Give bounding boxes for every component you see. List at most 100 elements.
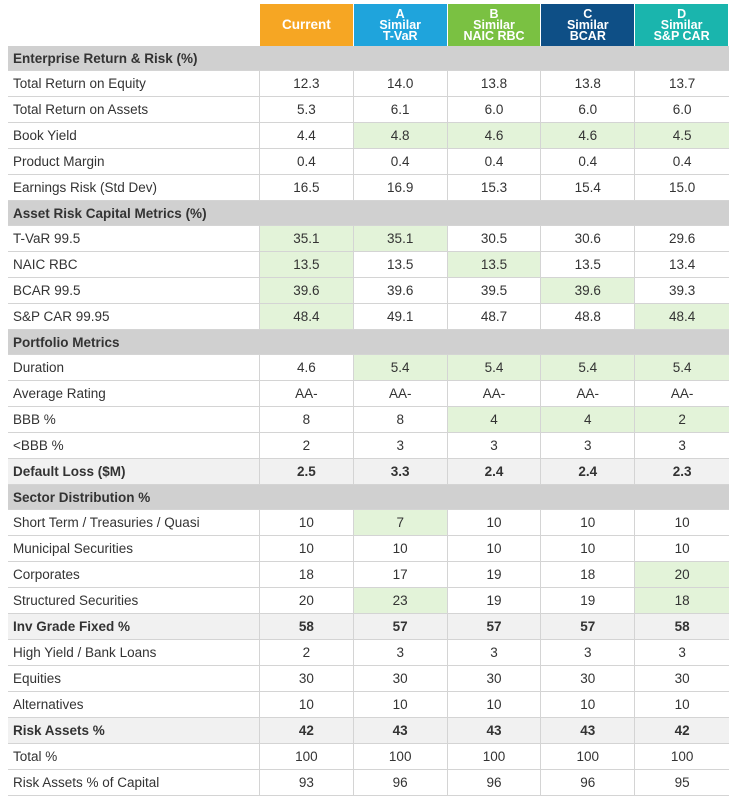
value-cell: 10 — [447, 510, 542, 536]
column-title: T-VaR — [382, 28, 418, 43]
value-cell: 10 — [541, 510, 636, 536]
row-label: Short Term / Treasuries / Quasi — [8, 510, 260, 536]
value-cell: 3 — [447, 640, 542, 666]
value-cell: 57 — [447, 614, 542, 640]
row-label: Average Rating — [8, 381, 260, 407]
value-cell: 19 — [541, 588, 636, 614]
value-cell: 20 — [260, 588, 354, 614]
row-label: Book Yield — [8, 123, 260, 149]
value-cell: 4.6 — [541, 123, 636, 149]
row-label: <BBB % — [8, 433, 260, 459]
row-label: Total Return on Equity — [8, 71, 260, 97]
value-cell: 3 — [635, 640, 729, 666]
value-cell: 10 — [447, 536, 542, 562]
value-cell: 43 — [353, 718, 448, 744]
value-cell: 13.5 — [260, 252, 354, 278]
column-title: BCAR — [569, 28, 606, 43]
value-cell: AA- — [260, 381, 354, 407]
value-cell: 30 — [353, 666, 448, 692]
value-cell: 14.0 — [353, 71, 448, 97]
section-title: Asset Risk Capital Metrics (%) — [8, 201, 729, 226]
row-label: Total Return on Assets — [8, 97, 260, 123]
value-cell: 30 — [635, 666, 729, 692]
column-subtitle: Similar — [566, 17, 609, 32]
value-cell: 0.4 — [447, 149, 542, 175]
value-cell: 58 — [260, 614, 354, 640]
value-cell: 2 — [260, 640, 354, 666]
table-row: Average Rating AA- AA- AA- AA- AA- — [8, 381, 729, 407]
value-cell: 3 — [541, 433, 636, 459]
value-cell: 0.4 — [541, 149, 636, 175]
value-cell: 35.1 — [353, 226, 448, 252]
table-row: Book Yield 4.4 4.8 4.6 4.6 4.5 — [8, 123, 729, 149]
section-title: Sector Distribution % — [8, 485, 729, 510]
row-label: Municipal Securities — [8, 536, 260, 562]
row-label: Alternatives — [8, 692, 260, 718]
table-row: Equities 30 30 30 30 30 — [8, 666, 729, 692]
row-label: S&P CAR 99.95 — [8, 304, 260, 330]
table-row: Duration 4.6 5.4 5.4 5.4 5.4 — [8, 355, 729, 381]
value-cell: 2 — [260, 433, 354, 459]
value-cell: 0.4 — [260, 149, 354, 175]
value-cell: 48.7 — [447, 304, 542, 330]
table-row: S&P CAR 99.95 48.4 49.1 48.7 48.8 48.4 — [8, 304, 729, 330]
value-cell: 42 — [635, 718, 729, 744]
column-subtitle: Similar — [660, 17, 703, 32]
value-cell: AA- — [447, 381, 542, 407]
value-cell: AA- — [635, 381, 729, 407]
value-cell: 20 — [635, 562, 729, 588]
column-header-c: C Similar BCAR — [541, 4, 636, 46]
row-label: Equities — [8, 666, 260, 692]
table-row: Earnings Risk (Std Dev) 16.5 16.9 15.3 15.4 1… — [8, 175, 729, 201]
table-row: T-VaR 99.5 35.1 35.1 30.5 30.6 29.6 — [8, 226, 729, 252]
value-cell: 57 — [353, 614, 448, 640]
value-cell: 17 — [353, 562, 448, 588]
portfolio-comparison-table: Current A Similar T-VaR B Similar NAIC RBC C Sim… — [8, 4, 729, 796]
table-row: Corporates 18 17 19 18 20 — [8, 562, 729, 588]
header-blank-cell — [8, 4, 260, 46]
value-cell: 3 — [447, 433, 542, 459]
value-cell: 6.1 — [353, 97, 448, 123]
value-cell: 10 — [635, 510, 729, 536]
value-cell: 16.5 — [260, 175, 354, 201]
value-cell: 43 — [541, 718, 636, 744]
value-cell: 30.6 — [541, 226, 636, 252]
value-cell: 5.4 — [447, 355, 542, 381]
section-header-row: Enterprise Return & Risk (%) — [8, 46, 729, 71]
value-cell: 100 — [541, 744, 636, 770]
value-cell: 16.9 — [353, 175, 448, 201]
table-row: <BBB % 2 3 3 3 3 — [8, 433, 729, 459]
value-cell: 3.3 — [353, 459, 448, 485]
value-cell: 43 — [447, 718, 542, 744]
value-cell: 0.4 — [353, 149, 448, 175]
value-cell: 18 — [635, 588, 729, 614]
value-cell: AA- — [353, 381, 448, 407]
value-cell: 39.3 — [635, 278, 729, 304]
table-row: BCAR 99.5 39.6 39.6 39.5 39.6 39.3 — [8, 278, 729, 304]
value-cell: 39.6 — [260, 278, 354, 304]
table-row: BBB % 8 8 4 4 2 — [8, 407, 729, 433]
value-cell: 18 — [260, 562, 354, 588]
value-cell: 13.5 — [541, 252, 636, 278]
value-cell: 2.4 — [447, 459, 542, 485]
value-cell: 96 — [447, 770, 542, 796]
value-cell: 0.4 — [635, 149, 729, 175]
value-cell: 39.6 — [541, 278, 636, 304]
table-body: Enterprise Return & Risk (%) Total Return… — [8, 46, 729, 796]
table-row: Default Loss ($M) 2.5 3.3 2.4 2.4 2.3 — [8, 459, 729, 485]
value-cell: 5.4 — [635, 355, 729, 381]
value-cell: 23 — [353, 588, 448, 614]
value-cell: 10 — [541, 536, 636, 562]
row-label: Structured Securities — [8, 588, 260, 614]
section-title: Enterprise Return & Risk (%) — [8, 46, 729, 71]
value-cell: 35.1 — [260, 226, 354, 252]
column-title: S&P CAR — [653, 28, 710, 43]
column-letter: D — [677, 6, 687, 21]
value-cell: 100 — [260, 744, 354, 770]
value-cell: 5.3 — [260, 97, 354, 123]
row-label: Inv Grade Fixed % — [8, 614, 260, 640]
column-letter: C — [583, 6, 593, 21]
value-cell: 10 — [541, 692, 636, 718]
value-cell: 10 — [260, 692, 354, 718]
section-title: Portfolio Metrics — [8, 330, 729, 355]
